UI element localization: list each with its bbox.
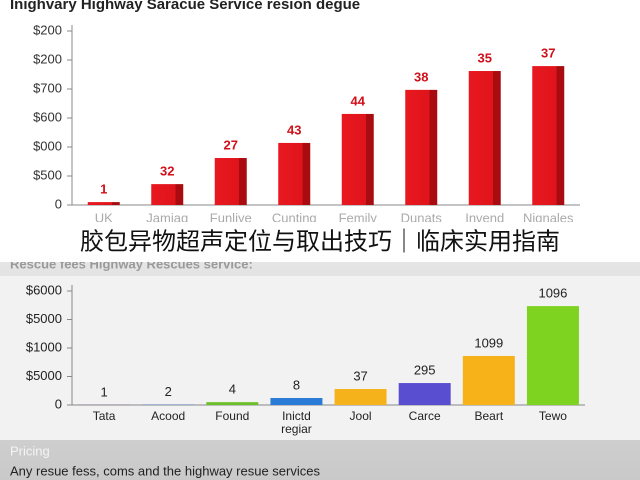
bar	[526, 306, 579, 405]
x-tick-label: Inictd regiar	[281, 409, 312, 436]
bar-label: 1	[100, 384, 107, 399]
bar	[398, 383, 451, 405]
x-tick-label: UK	[95, 210, 113, 225]
x-tick-label: Tata	[92, 409, 116, 423]
bar	[334, 389, 387, 405]
y-tick-label: $5000	[26, 311, 62, 326]
y-tick-label: $200	[33, 22, 62, 37]
y-tick-label: $600	[33, 109, 62, 124]
bar	[278, 142, 311, 205]
bar	[214, 158, 247, 205]
bar-label: 27	[224, 137, 238, 152]
bar	[270, 398, 323, 405]
bar	[151, 184, 184, 205]
y-tick-label: 0	[55, 196, 62, 211]
x-tick-label: Carce	[408, 409, 441, 423]
banner-bg	[0, 222, 640, 262]
x-tick-label: Beart	[474, 409, 504, 423]
y-tick-label: $700	[33, 80, 62, 95]
banner-text: 胶包异物超声定位与取出技巧｜临床实用指南	[80, 228, 560, 255]
y-tick-label: $1000	[26, 339, 62, 354]
y-tick-label: $200	[33, 51, 62, 66]
x-tick-label: Tewo	[538, 409, 567, 423]
x-tick-label: Dunats	[401, 210, 443, 225]
y-tick-label: $5000	[26, 368, 62, 383]
bar-label: 44	[351, 93, 366, 108]
bar-label: 35	[478, 50, 492, 65]
y-tick-label: 0	[55, 396, 62, 411]
bar-label: 38	[414, 69, 428, 84]
x-tick-label: Cunting	[272, 210, 317, 225]
chart-title: Inighvary Highway Saracue Service resion…	[10, 0, 360, 13]
bar-label: 1099	[474, 335, 503, 350]
x-tick-label: Femily	[339, 210, 378, 225]
x-tick-label: Found	[215, 409, 250, 423]
bar-label: 1	[100, 182, 107, 197]
x-tick-label: Nignales	[523, 210, 574, 225]
y-tick-label: $6000	[26, 282, 62, 297]
footer-text: Any resue fess, coms and the highway res…	[10, 463, 320, 478]
x-tick-label: Jamiag	[146, 210, 188, 225]
bar-label: 4	[229, 382, 236, 397]
x-tick-label: Jool	[349, 409, 372, 423]
bar	[532, 66, 565, 205]
y-tick-label: $000	[33, 138, 62, 153]
bar	[87, 202, 120, 205]
bar	[206, 402, 259, 405]
bar-label: 32	[160, 164, 174, 179]
bar-label: 37	[541, 46, 555, 61]
bar-label: 295	[414, 362, 436, 377]
bar-label: 2	[165, 384, 172, 399]
bar	[405, 89, 438, 205]
bar-label: 8	[293, 377, 300, 392]
bar	[468, 71, 501, 206]
bar	[341, 113, 374, 205]
bar	[462, 355, 515, 405]
bar-label: 1096	[538, 286, 567, 301]
bar-label: 43	[287, 122, 301, 137]
x-tick-label: Invend	[465, 210, 504, 225]
footer-heading: Pricing	[10, 443, 50, 458]
x-tick-label: Funliye	[210, 210, 252, 225]
bar-label: 37	[353, 368, 367, 383]
y-tick-label: $500	[33, 167, 62, 182]
x-tick-label: Acood	[151, 409, 186, 423]
